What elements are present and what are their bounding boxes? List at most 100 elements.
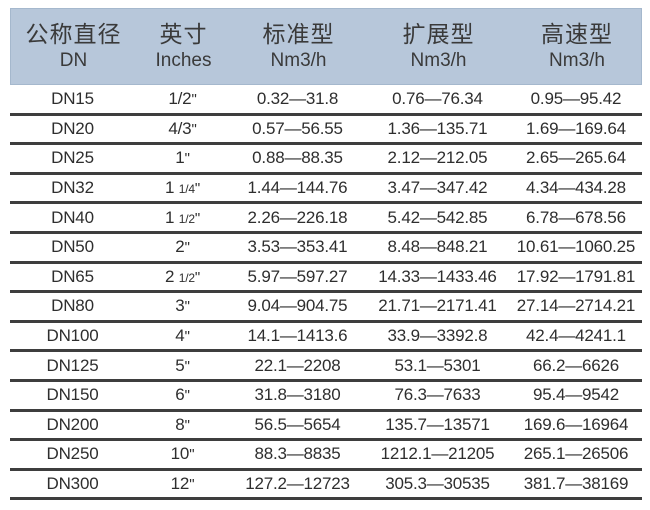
cell-standard-range: 1.44—144.76 <box>247 178 348 198</box>
cell-high-speed-range: 1.69—169.64 <box>526 118 626 138</box>
cell-extended-range: 3.47—347.42 <box>387 178 488 198</box>
cell-extended-range: 0.76—76.34 <box>392 89 483 109</box>
inch-mark: " <box>184 357 190 375</box>
table-row: DN32 1 1/4" 1.44—144.76 3.47—347.42 4.34—434… <box>10 175 642 205</box>
cell-dn: DN200 <box>46 414 99 434</box>
cell-dn: DN32 <box>51 178 94 198</box>
inch-whole: 12 <box>170 474 190 494</box>
cell-extended-range: 1.36—135.71 <box>387 118 488 138</box>
cell-dn: DN65 <box>51 266 94 286</box>
inch-mark: " <box>189 446 195 464</box>
cell-inches: 1 1/4" <box>135 178 230 198</box>
table-row: DN50 2" 3.53—353.41 8.48—848.21 10.61—1060.2… <box>10 234 642 264</box>
cell-inches: 1/2" <box>135 89 230 109</box>
cell-high-speed-range: 265.1—26506 <box>523 444 629 464</box>
table-row: DN25 1" 0.88—88.35 2.12—212.05 2.65—265.64 <box>10 145 642 175</box>
cell-inches: 8" <box>135 415 230 435</box>
table-row: DN300 12" 127.2—12723 305.3—30535 381.7—3816… <box>10 471 642 501</box>
cell-standard-range: 31.8—3180 <box>254 385 341 405</box>
cell-high-speed-range: 42.4—4241.1 <box>526 326 626 346</box>
table-row: DN15 1/2" 0.32—31.8 0.76—76.34 0.95—95.42 <box>10 86 642 116</box>
cell-extended-range: 135.7—13571 <box>385 414 490 434</box>
cell-high-speed-range: 95.4—9542 <box>532 385 620 405</box>
header-standard-title: 标准型 <box>262 21 335 48</box>
cell-high-speed-range: 4.34—434.28 <box>526 178 626 198</box>
header-extended-title: 扩展型 <box>402 21 475 48</box>
header-dn-title: 公称直径 <box>25 21 122 48</box>
cell-extended-range: 21.71—2171.41 <box>378 296 497 316</box>
cell-high-speed-range: 66.2—6626 <box>532 355 620 375</box>
cell-dn: DN50 <box>51 237 94 257</box>
header-standard-sub: Nm3/h <box>270 49 327 71</box>
inch-mark: " <box>184 239 190 257</box>
header-col-inches: 英寸 Inches <box>136 21 231 71</box>
cell-extended-range: 8.48—848.21 <box>387 237 488 257</box>
cell-high-speed-range: 169.6—16964 <box>523 414 629 434</box>
inch-whole: 1/2 <box>168 89 192 109</box>
cell-inches: 2 1/2" <box>135 267 230 287</box>
header-col-extended: 扩展型 Nm3/h <box>366 21 511 71</box>
inch-whole: 10 <box>170 444 190 464</box>
cell-inches: 12" <box>135 474 230 494</box>
header-extended-sub: Nm3/h <box>410 49 467 71</box>
table-row: DN125 5" 22.1—2208 53.1—5301 66.2—6626 <box>10 352 642 382</box>
cell-high-speed-range: 2.65—265.64 <box>526 148 626 168</box>
cell-inches: 10" <box>135 444 230 464</box>
cell-standard-range: 3.53—353.41 <box>247 237 348 257</box>
cell-extended-range: 76.3—7633 <box>394 385 481 405</box>
inch-fraction: 1/2 <box>178 211 195 226</box>
cell-dn: DN40 <box>51 207 94 227</box>
cell-standard-range: 9.04—904.75 <box>247 296 348 316</box>
inch-mark: " <box>191 120 197 138</box>
cell-extended-range: 33.9—3392.8 <box>387 326 488 346</box>
header-dn-sub: DN <box>59 49 88 71</box>
cell-extended-range: 53.1—5301 <box>394 355 481 375</box>
cell-inches: 1" <box>135 148 230 168</box>
cell-dn: DN80 <box>51 296 94 316</box>
inch-mark: " <box>184 416 190 434</box>
cell-inches: 2" <box>135 237 230 257</box>
cell-inches: 5" <box>135 356 230 376</box>
cell-extended-range: 2.12—212.05 <box>387 148 488 168</box>
table-row: DN40 1 1/2" 2.26—226.18 5.42—542.85 6.78—678… <box>10 204 642 234</box>
inch-fraction: 1/2 <box>178 270 195 285</box>
table-row: DN250 10" 88.3—8835 1212.1—21205 265.1—26506 <box>10 441 642 471</box>
table-row: DN100 4" 14.1—1413.6 33.9—3392.8 42.4—4241.1 <box>10 323 642 353</box>
cell-inches: 3" <box>135 296 230 316</box>
inch-mark: " <box>191 91 197 109</box>
cell-standard-range: 56.5—5654 <box>254 414 341 434</box>
table-row: DN200 8" 56.5—5654 135.7—13571 169.6—16964 <box>10 412 642 442</box>
inch-whole: 2 <box>164 266 175 286</box>
cell-high-speed-range: 6.78—678.56 <box>526 207 626 227</box>
header-high-speed-title: 高速型 <box>541 21 613 48</box>
cell-dn: DN15 <box>51 89 94 109</box>
cell-dn: DN250 <box>46 444 99 464</box>
inch-whole: 3 <box>175 296 185 316</box>
header-high-speed-sub: Nm3/h <box>549 49 605 71</box>
cell-extended-range: 1212.1—21205 <box>380 444 495 464</box>
header-inches-sub: Inches <box>155 49 212 71</box>
cell-inches: 6" <box>135 385 230 405</box>
cell-standard-range: 88.3—8835 <box>254 444 341 464</box>
cell-inches: 1 1/2" <box>135 208 230 228</box>
flow-rate-table: 公称直径 DN 英寸 Inches 标准型 Nm3/h 扩展型 Nm3/h 高速… <box>10 8 642 501</box>
header-col-dn: 公称直径 DN <box>11 21 136 71</box>
inch-whole: 4 <box>175 326 185 346</box>
table-header: 公称直径 DN 英寸 Inches 标准型 Nm3/h 扩展型 Nm3/h 高速… <box>10 8 642 85</box>
header-col-standard: 标准型 Nm3/h <box>231 21 366 71</box>
cell-standard-range: 5.97—597.27 <box>247 266 348 286</box>
cell-dn: DN25 <box>51 148 94 168</box>
cell-inches: 4/3" <box>135 119 230 139</box>
header-inches-title: 英寸 <box>159 21 208 48</box>
inch-mark: " <box>189 476 195 494</box>
inch-whole: 1 <box>175 148 185 168</box>
inch-mark: " <box>184 150 190 168</box>
inch-mark: " <box>194 180 200 198</box>
table-row: DN20 4/3" 0.57—56.55 1.36—135.71 1.69—169.64 <box>10 116 642 146</box>
inch-whole: 5 <box>175 355 185 375</box>
inch-whole: 6 <box>175 385 185 405</box>
table-body: DN15 1/2" 0.32—31.8 0.76—76.34 0.95—95.42 DN2… <box>10 86 642 501</box>
header-col-high-speed: 高速型 Nm3/h <box>511 21 643 71</box>
cell-high-speed-range: 10.61—1060.25 <box>516 237 636 257</box>
